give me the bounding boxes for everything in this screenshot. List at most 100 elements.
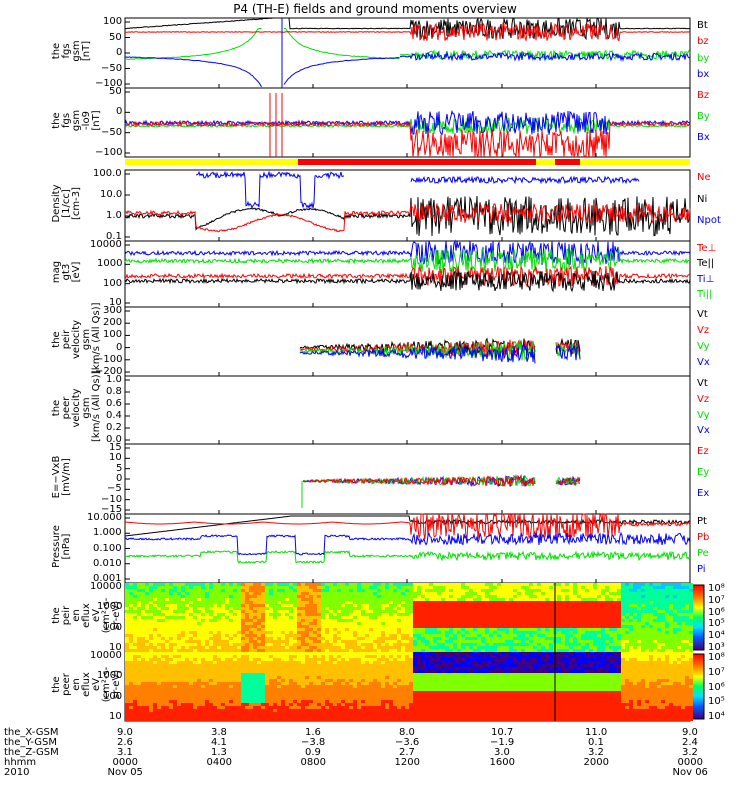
spectrogram-cell bbox=[309, 661, 313, 664]
spectrogram-cell bbox=[361, 718, 365, 721]
spectrogram-cell bbox=[393, 586, 397, 589]
spectrogram-cell bbox=[397, 637, 401, 640]
spectrogram-cell bbox=[409, 601, 413, 604]
spectrogram-cell bbox=[273, 583, 277, 586]
spectrogram-cell bbox=[337, 715, 341, 718]
spectrogram-cell bbox=[161, 634, 165, 637]
spectrogram-cell bbox=[261, 694, 265, 697]
spectrogram-cell bbox=[233, 673, 237, 676]
spectrogram-cell bbox=[677, 646, 681, 649]
spectrogram-cell bbox=[593, 643, 597, 646]
spectrogram-cell bbox=[393, 592, 397, 595]
spectrogram-cell bbox=[257, 595, 261, 598]
spectrogram-cell bbox=[381, 625, 385, 628]
spectrogram-cell bbox=[261, 670, 265, 673]
spectrogram-cell bbox=[189, 583, 193, 586]
spectrogram-cell bbox=[593, 583, 597, 586]
spectrogram-cell bbox=[561, 619, 565, 622]
spectrogram-cell bbox=[425, 604, 429, 607]
spectrogram-cell bbox=[329, 601, 333, 604]
spectrogram-cell bbox=[301, 604, 305, 607]
spectrogram-cell bbox=[465, 640, 469, 643]
spectrogram-cell bbox=[477, 589, 481, 592]
spectrogram-cell bbox=[269, 643, 273, 646]
spectrogram-cell bbox=[201, 592, 205, 595]
spectrogram-cell bbox=[373, 637, 377, 640]
spectrogram-cell bbox=[133, 589, 137, 592]
series-bz bbox=[124, 22, 691, 43]
spectrogram-cell bbox=[289, 601, 293, 604]
spectrogram-cell bbox=[645, 634, 649, 637]
spectrogram-cell bbox=[449, 625, 453, 628]
spectrogram-cell bbox=[133, 583, 137, 586]
spectrogram-cell bbox=[309, 631, 313, 634]
spectrogram-cell bbox=[509, 604, 513, 607]
spectrogram-cell bbox=[273, 703, 277, 706]
spectrogram-cell bbox=[349, 643, 353, 646]
spectrogram-cell bbox=[229, 697, 233, 700]
spectrogram-cell bbox=[129, 586, 133, 589]
spectrogram-cell bbox=[341, 619, 345, 622]
spectrogram-cell bbox=[481, 592, 485, 595]
spectrogram-cell bbox=[657, 622, 661, 625]
spectrogram-cell bbox=[457, 631, 461, 634]
spectrogram-cell bbox=[397, 616, 401, 619]
spectrogram-cell bbox=[669, 649, 673, 652]
spectrogram-cell bbox=[237, 709, 241, 712]
spectrogram-cell bbox=[361, 646, 365, 649]
spectrogram-cell bbox=[169, 646, 173, 649]
spectrogram-cell bbox=[545, 649, 549, 652]
spectrogram-cell bbox=[541, 631, 545, 634]
spectrogram-cell bbox=[533, 595, 537, 598]
spectrogram-cell bbox=[593, 601, 597, 604]
spectrogram-cell bbox=[437, 628, 441, 631]
spectrogram-cell bbox=[349, 619, 353, 622]
spectrogram-cell bbox=[205, 709, 209, 712]
spectrogram-cell bbox=[677, 640, 681, 643]
spectrogram-cell bbox=[589, 628, 593, 631]
spectrogram-cell bbox=[201, 655, 205, 658]
spectrogram-cell bbox=[469, 598, 473, 601]
spectrogram-cell bbox=[281, 613, 285, 616]
spectrogram-cell bbox=[609, 598, 613, 601]
spectrogram-cell bbox=[149, 595, 153, 598]
spectrogram-cell bbox=[197, 715, 201, 718]
spectrogram-cell bbox=[233, 589, 237, 592]
spectrogram-cell bbox=[409, 643, 413, 646]
spectrogram-cell bbox=[313, 697, 317, 700]
spectrogram-cell bbox=[149, 649, 153, 652]
spectrogram-cell bbox=[429, 637, 433, 640]
spectrogram-cell bbox=[537, 619, 541, 622]
spectrogram-cell bbox=[497, 616, 501, 619]
spectrogram-cell bbox=[629, 646, 633, 649]
spectrogram-cell bbox=[545, 592, 549, 595]
spectrogram-cell bbox=[201, 601, 205, 604]
spectrogram-cell bbox=[273, 715, 277, 718]
spectrogram-cell bbox=[601, 628, 605, 631]
spectrogram-cell bbox=[573, 631, 577, 634]
spectrogram-cell bbox=[641, 616, 645, 619]
spectrogram-cell bbox=[585, 589, 589, 592]
spectrogram-cell bbox=[161, 607, 165, 610]
spectrogram-cell bbox=[293, 676, 297, 679]
spectrogram-cell bbox=[169, 637, 173, 640]
spectrogram-cell bbox=[465, 634, 469, 637]
spectrogram-cell bbox=[229, 688, 233, 691]
spectrogram-cell bbox=[285, 661, 289, 664]
spectrogram-cell bbox=[201, 619, 205, 622]
spectrogram-cell bbox=[357, 655, 361, 658]
spectrogram-cell bbox=[193, 670, 197, 673]
spectrogram-cell bbox=[333, 649, 337, 652]
spectrogram-cell bbox=[185, 622, 189, 625]
spectrogram-cell bbox=[325, 670, 329, 673]
spectrogram-cell bbox=[389, 682, 393, 685]
spectrogram-cell bbox=[569, 640, 573, 643]
spectrogram-cell bbox=[349, 706, 353, 709]
spectrogram-cell bbox=[325, 589, 329, 592]
spectrogram-cell bbox=[421, 613, 425, 616]
spectrogram-cell bbox=[189, 679, 193, 682]
spectrogram-cell bbox=[341, 595, 345, 598]
spectrogram-cell bbox=[461, 592, 465, 595]
